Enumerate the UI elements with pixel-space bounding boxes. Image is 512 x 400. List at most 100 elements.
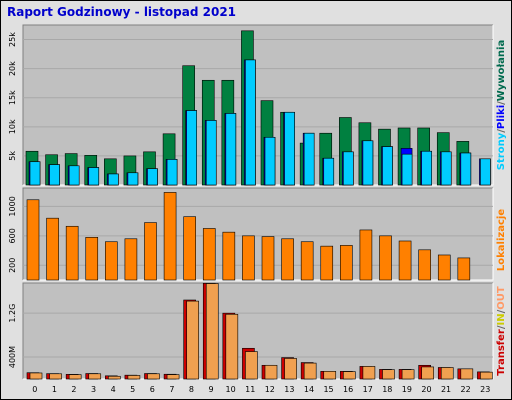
- bar-sites-hour-22: [457, 257, 471, 281]
- bar-sites-hour-2: [65, 225, 79, 281]
- bar-out-hour-20: [421, 366, 434, 380]
- bar-sites-hour-16: [340, 245, 353, 281]
- panel-transfer-ytick-label: 1.2G: [8, 304, 17, 323]
- panel-hits-ytick-label: 25k: [8, 32, 17, 47]
- bar-sites-hour-1: [46, 217, 59, 281]
- bar-pages-hour-22: [460, 152, 472, 186]
- bar-out-hour-11: [245, 351, 258, 380]
- bar-sites-hour-9: [202, 228, 216, 281]
- bar-pages-hour-14: [303, 132, 315, 186]
- bar-pages-hour-11: [245, 59, 256, 186]
- bar-pages-hour-7: [166, 159, 178, 186]
- bar-out-hour-9: [205, 283, 219, 380]
- bar-pages-hour-15: [323, 157, 335, 186]
- xtick-label-hour-0: 0: [32, 385, 37, 394]
- bar-pages-hour-10: [225, 113, 237, 186]
- bar-pages-hour-3: [88, 167, 100, 186]
- panel-hits-ytick-label: 10k: [8, 119, 17, 134]
- bar-pages-hour-8: [186, 110, 197, 186]
- bar-sites-hour-18: [379, 235, 392, 281]
- bar-out-hour-2: [68, 374, 82, 380]
- panel-hits-ytick-label: 20k: [8, 61, 17, 76]
- legend-top-part: Strony: [496, 132, 507, 170]
- bar-sites-hour-19: [398, 240, 412, 281]
- bar-pages-hour-2: [68, 165, 80, 186]
- bar-pages-hour-9: [205, 120, 217, 186]
- bar-sites-hour-13: [281, 238, 294, 281]
- bar-pages-hour-16: [343, 151, 354, 186]
- panel-transfer-background: [23, 283, 493, 379]
- legend-mid-part: Lokalizacje: [496, 209, 507, 271]
- bar-out-hour-23: [480, 371, 493, 380]
- legend-bot-part: /: [496, 325, 507, 329]
- bar-out-hour-14: [303, 362, 317, 380]
- bar-out-hour-1: [49, 373, 62, 380]
- bar-sites-hour-10: [222, 231, 236, 281]
- panel-hits-ytick-label: 15k: [8, 90, 17, 105]
- xtick-label-hour-1: 1: [52, 385, 57, 394]
- bar-sites-hour-11: [242, 235, 255, 281]
- xtick-label-hour-4: 4: [111, 385, 116, 394]
- xtick-label-hour-8: 8: [189, 385, 194, 394]
- bar-out-hour-12: [264, 364, 278, 380]
- bar-sites-hour-5: [124, 238, 138, 281]
- legend-bot-part: /: [496, 309, 507, 313]
- xtick-label-hour-10: 10: [226, 385, 236, 394]
- bar-out-hour-3: [88, 373, 102, 380]
- panel-sites-ytick-label: 600: [8, 228, 17, 243]
- panel-sites-ytick-label: 1000: [8, 196, 17, 216]
- xtick-label-hour-20: 20: [421, 385, 431, 394]
- legend-bot-part: IN: [496, 313, 507, 325]
- panel-sites-bevel-light: [23, 188, 494, 281]
- xtick-label-hour-13: 13: [284, 385, 294, 394]
- xtick-label-hour-23: 23: [480, 385, 490, 394]
- xtick-label-hour-2: 2: [71, 385, 76, 394]
- legend-top-part: Pliki: [496, 105, 507, 129]
- xtick-label-hour-16: 16: [343, 385, 353, 394]
- bar-pages-hour-13: [284, 111, 295, 186]
- panel-sites-background: [23, 188, 493, 280]
- bar-pages-hour-19: [401, 153, 413, 186]
- bar-pages-hour-5: [127, 172, 139, 186]
- bar-pages-hour-1: [49, 164, 60, 186]
- bar-sites-hour-8: [183, 216, 196, 281]
- bar-pages-hour-20: [421, 150, 432, 186]
- bar-sites-hour-14: [300, 241, 314, 281]
- legend-top-part: Wywołania: [496, 40, 507, 101]
- bar-sites-hour-21: [437, 254, 451, 281]
- bar-out-hour-8: [186, 300, 199, 380]
- panel-transfer-ytick-label: 400M: [8, 346, 17, 368]
- xtick-label-hour-17: 17: [363, 385, 373, 394]
- bar-out-hour-10: [225, 313, 239, 380]
- bar-sites-hour-3: [85, 237, 99, 281]
- panel-hits-bevel-light: [23, 25, 494, 186]
- bar-out-hour-6: [147, 373, 160, 380]
- legend-bot-part: OUT: [496, 286, 507, 310]
- bar-out-hour-22: [460, 368, 474, 380]
- bar-out-hour-15: [323, 371, 337, 380]
- xtick-label-hour-5: 5: [130, 385, 135, 394]
- bar-out-hour-19: [401, 369, 415, 380]
- bar-out-hour-7: [166, 374, 180, 380]
- bar-pages-hour-21: [440, 151, 452, 186]
- panel-hits-background: [23, 25, 493, 185]
- xtick-label-hour-9: 9: [208, 385, 213, 394]
- bar-out-hour-21: [440, 367, 454, 380]
- xtick-label-hour-14: 14: [304, 385, 314, 394]
- xtick-label-hour-7: 7: [169, 385, 174, 394]
- bar-out-hour-17: [362, 366, 376, 380]
- bar-sites-hour-0: [26, 199, 40, 281]
- xtick-label-hour-6: 6: [150, 385, 155, 394]
- bar-pages-hour-17: [362, 140, 374, 186]
- legend-bot-part: Transfer: [496, 329, 507, 376]
- xtick-label-hour-22: 22: [461, 385, 471, 394]
- bar-pages-hour-6: [147, 168, 158, 186]
- panel-transfer-bevel-light: [23, 283, 494, 380]
- legend-top-part: /: [496, 101, 507, 105]
- legend-mid: Lokalizacje: [496, 209, 507, 271]
- panel-hits-bevel-dark: [22, 24, 493, 185]
- panel-hits-ytick-label: 5k: [8, 151, 17, 161]
- bar-out-hour-5: [127, 375, 141, 380]
- bar-pages-hour-0: [29, 161, 41, 186]
